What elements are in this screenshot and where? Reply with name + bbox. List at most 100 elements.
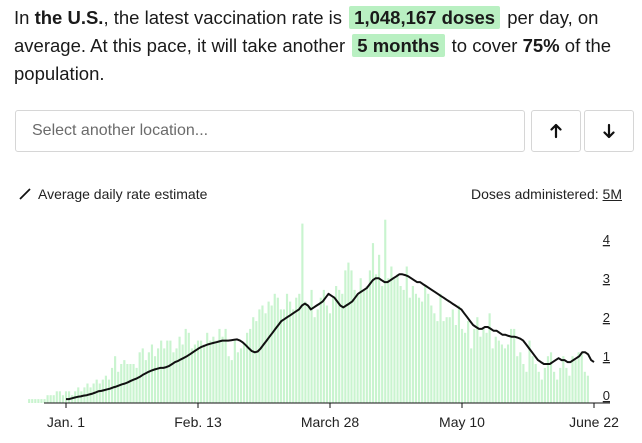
daily-doses-bar — [476, 317, 479, 403]
daily-doses-bar — [58, 391, 61, 403]
daily-doses-bar — [218, 328, 221, 403]
daily-doses-bar — [568, 375, 571, 403]
daily-doses-bar — [553, 371, 556, 403]
daily-doses-bar — [77, 387, 80, 403]
daily-doses-bar — [43, 399, 46, 403]
daily-doses-bar — [448, 317, 451, 403]
x-tick-label: June 22 — [569, 414, 619, 430]
daily-doses-bar — [405, 266, 408, 403]
x-tick-label: March 28 — [301, 414, 360, 430]
daily-doses-bar — [513, 328, 516, 403]
daily-doses-bar — [172, 352, 175, 403]
daily-doses-bar — [580, 352, 583, 403]
daily-doses-bar — [365, 286, 368, 403]
daily-doses-bar — [295, 297, 298, 403]
daily-doses-bar — [316, 309, 319, 403]
daily-doses-bar — [454, 325, 457, 403]
summary-text: of the population. — [14, 35, 612, 84]
daily-doses-bar — [325, 305, 329, 403]
daily-doses-bar — [264, 313, 267, 403]
summary-text: to cover — [446, 35, 523, 56]
daily-doses-bar — [227, 356, 230, 403]
daily-doses-bar — [246, 332, 249, 403]
location-search[interactable] — [15, 110, 525, 152]
y-tick-label: 3 — [603, 271, 610, 286]
daily-doses-bar — [304, 301, 307, 403]
daily-doses-bar — [353, 289, 356, 403]
daily-doses-bar — [292, 309, 295, 403]
daily-doses-bar — [571, 356, 574, 403]
daily-doses-bar — [242, 344, 246, 403]
daily-doses-bar — [285, 293, 289, 403]
daily-doses-bar — [132, 364, 135, 403]
daily-doses-bar — [427, 293, 430, 403]
daily-doses-bar — [583, 371, 586, 403]
daily-doses-bar — [64, 391, 68, 403]
daily-doses-bar — [117, 371, 120, 403]
y-axis: 4 3 2 1 0 — [603, 232, 610, 403]
daily-doses-bar — [129, 364, 132, 403]
daily-doses-bar — [322, 289, 325, 403]
daily-doses-bar — [473, 328, 476, 403]
daily-doses-bar — [347, 262, 350, 403]
location-search-input[interactable] — [16, 111, 524, 151]
daily-doses-bar — [49, 395, 52, 403]
daily-doses-bar — [190, 348, 193, 403]
daily-doses-bar — [497, 340, 500, 403]
x-tick-label: Jan. 1 — [47, 414, 85, 430]
daily-doses-bar — [565, 367, 568, 403]
daily-doses-bar — [175, 348, 178, 403]
daily-doses-bar — [390, 266, 393, 403]
daily-doses-bar — [525, 371, 528, 403]
daily-doses-bar — [273, 293, 276, 403]
daily-doses-bar — [86, 383, 89, 403]
daily-doses-bar — [368, 270, 371, 403]
daily-doses-bar — [522, 364, 525, 403]
daily-doses-bar — [393, 278, 396, 403]
daily-doses-bar — [144, 360, 147, 403]
daily-doses-bar — [224, 328, 227, 403]
daily-doses-bar — [221, 336, 224, 403]
daily-doses-bar — [414, 293, 418, 403]
vaccination-summary: In the U.S., the latest vaccination rate… — [14, 4, 630, 88]
daily-doses-bar — [123, 360, 126, 403]
daily-doses-bar — [157, 348, 160, 403]
daily-doses-bar — [436, 321, 439, 403]
arrow-down-icon — [603, 123, 615, 139]
doses-axis-title: Doses administered: 5M — [471, 186, 622, 202]
previous-location-button[interactable] — [531, 110, 581, 152]
daily-doses-bar — [187, 332, 190, 403]
summary-text: In — [14, 7, 35, 28]
location-name: the U.S. — [34, 7, 104, 28]
daily-doses-bar — [546, 356, 550, 403]
daily-doses-bar — [381, 286, 384, 403]
daily-doses-bar — [577, 352, 580, 403]
daily-doses-bar — [206, 332, 209, 403]
daily-doses-bar — [289, 301, 292, 403]
legend-label: Average daily rate estimate — [38, 186, 208, 202]
daily-doses-bar — [181, 344, 184, 403]
daily-doses-bar — [488, 313, 491, 403]
daily-doses-bar — [534, 364, 537, 403]
daily-doses-bar — [485, 332, 488, 403]
y-tick-label: 1 — [603, 349, 610, 364]
daily-doses-bar — [40, 399, 43, 403]
daily-doses-bar — [120, 364, 123, 403]
daily-doses-bar — [160, 340, 163, 403]
daily-doses-bar — [430, 305, 433, 403]
daily-doses-bar — [261, 305, 264, 403]
daily-doses-bar — [338, 289, 341, 403]
daily-doses-bar — [371, 243, 375, 403]
duration-highlight: 5 months — [352, 34, 445, 57]
daily-doses-bar — [193, 344, 197, 403]
daily-doses-bar — [110, 367, 114, 403]
daily-doses-bar — [506, 344, 510, 403]
daily-doses-bar — [61, 395, 65, 403]
next-location-button[interactable] — [584, 110, 634, 152]
daily-doses-bar — [341, 293, 344, 403]
daily-doses-bar — [384, 219, 387, 403]
chart-legend: Average daily rate estimate — [18, 186, 207, 202]
daily-doses-bar — [200, 340, 203, 403]
daily-doses-bar — [374, 274, 378, 403]
daily-doses-bar — [298, 293, 301, 403]
